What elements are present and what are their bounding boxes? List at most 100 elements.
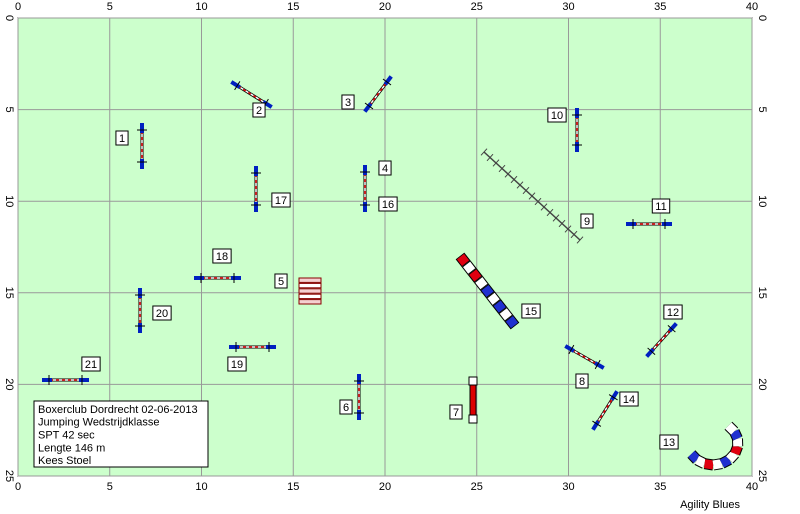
x-tick-label: 15 (287, 1, 299, 13)
tunnel-segment (469, 269, 482, 282)
tunnel-segment (499, 308, 512, 321)
label-box (212, 248, 232, 264)
label-box (271, 192, 291, 208)
x-tick-label: 10 (195, 481, 207, 493)
x-tick-label: 25 (471, 481, 483, 493)
slat (492, 159, 500, 167)
y-tick-label: 25 (756, 470, 768, 482)
obstacle-label: 9 (580, 213, 594, 229)
wing (645, 347, 655, 358)
y-tick-label: 15 (756, 287, 768, 299)
tunnel-segment (719, 455, 732, 468)
jump (572, 108, 582, 152)
wall-block (298, 293, 322, 300)
obstacle-number: 12 (667, 307, 679, 319)
wing (591, 420, 600, 431)
label-box (580, 213, 594, 229)
y-tick-label: 0 (3, 15, 15, 21)
wall-block (298, 288, 322, 294)
obstacle-label: 5 (274, 273, 288, 289)
jump (135, 288, 145, 333)
jump (194, 273, 241, 283)
jump (42, 375, 89, 385)
jump (645, 322, 678, 358)
obstacle-label: 4 (378, 160, 392, 176)
wing-tick (608, 394, 618, 401)
slat (510, 175, 518, 184)
wing-tick (594, 359, 601, 370)
slat (570, 230, 578, 239)
obstacle-label: 2 (252, 102, 266, 118)
jump (230, 80, 273, 109)
obstacle-label: 8 (575, 373, 589, 389)
slat (534, 197, 542, 206)
obstacle-label: 11 (651, 198, 671, 214)
jump (137, 123, 147, 169)
slat (486, 153, 494, 162)
label-box (449, 404, 463, 420)
x-tick-label: 35 (654, 1, 666, 13)
table-end (468, 376, 478, 386)
obstacle-number: 2 (256, 105, 262, 117)
y-tick-label: 0 (756, 15, 768, 21)
label-box (115, 130, 129, 146)
info-box (33, 400, 209, 468)
slat (504, 170, 512, 178)
obstacle-label: 21 (81, 356, 101, 372)
x-tick-label: 5 (107, 1, 113, 13)
obstacle-number: 16 (382, 199, 394, 211)
obstacle-label: 14 (619, 391, 639, 407)
label-box (81, 356, 101, 372)
wing (564, 344, 575, 353)
curved-tunnel (687, 421, 744, 471)
obstacle-label: 16 (378, 196, 398, 212)
slat (528, 192, 536, 200)
obstacle-number: 3 (345, 97, 351, 109)
x-tick-label: 40 (746, 481, 758, 493)
slat (516, 181, 524, 189)
obstacle-number: 20 (156, 308, 168, 320)
obstacle-number: 6 (343, 402, 349, 414)
slat (540, 203, 548, 211)
label-box (378, 160, 392, 176)
slat (498, 164, 506, 173)
obstacle-number: 21 (85, 359, 97, 371)
wing (383, 75, 393, 86)
tunnel-segment (726, 450, 739, 463)
wall-block (298, 277, 322, 283)
x-tick-label: 10 (195, 1, 207, 13)
label-box (152, 305, 172, 321)
label-box (339, 399, 353, 415)
obstacle-number: 1 (119, 133, 125, 145)
jump (251, 166, 261, 212)
jump (591, 390, 619, 431)
tunnel-segment (730, 429, 742, 441)
table-top (469, 379, 477, 421)
jump (564, 344, 605, 370)
obstacle-number: 9 (584, 216, 590, 228)
slat (480, 148, 488, 156)
slat (552, 214, 560, 222)
obstacle-label: 20 (152, 305, 172, 321)
obstacle-number: 18 (216, 251, 228, 263)
obstacle-label: 6 (339, 399, 353, 415)
label-box (547, 107, 567, 123)
label-box (378, 196, 398, 212)
wing (363, 102, 373, 113)
dog-walk (480, 148, 584, 244)
obstacle-label: 19 (227, 356, 247, 372)
table (468, 376, 478, 424)
wing (668, 322, 678, 333)
y-tick-label: 10 (3, 195, 15, 207)
obstacle-label: 12 (663, 304, 683, 320)
wing (610, 390, 619, 401)
tunnel (455, 252, 520, 330)
tunnel-segment (463, 261, 476, 274)
footer: Agility Blues (680, 499, 740, 511)
obstacle-number: 11 (655, 201, 666, 213)
x-tick-label: 30 (562, 481, 574, 493)
obstacle-number: 14 (623, 394, 635, 406)
info-line: Jumping Wedstrijdklasse (38, 417, 159, 429)
